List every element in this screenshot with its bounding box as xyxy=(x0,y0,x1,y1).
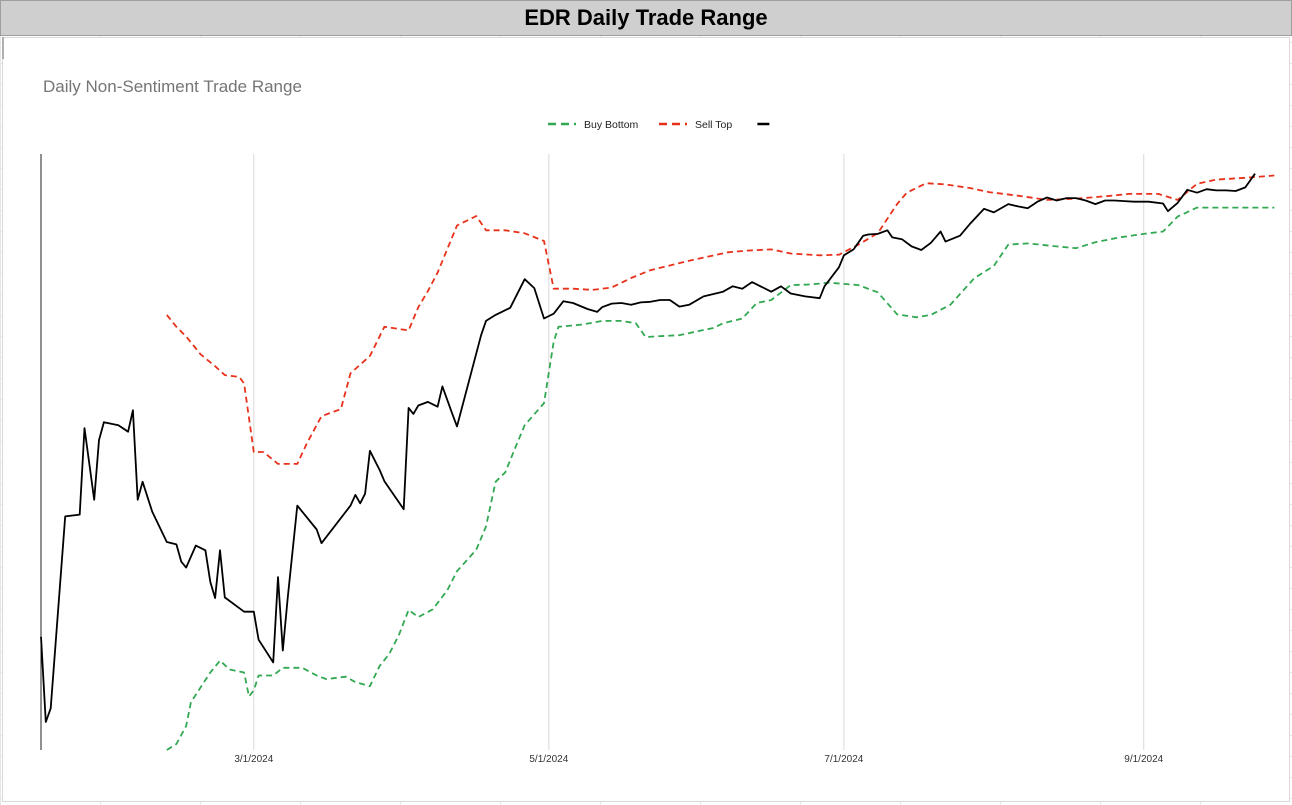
x-tick-label: 9/1/2024 xyxy=(1124,754,1163,765)
chart-title: Daily Non-Sentiment Trade Range xyxy=(43,77,302,96)
legend-label: Sell Top xyxy=(695,119,732,131)
x-axis-ticks: 3/1/2024 5/1/2024 7/1/2024 9/1/2024 xyxy=(234,754,1163,765)
series-group xyxy=(40,173,1275,751)
x-tick-label: 7/1/2024 xyxy=(824,754,863,765)
x-tick-label: 5/1/2024 xyxy=(529,754,568,765)
series-line-price[interactable] xyxy=(40,173,1256,723)
vertical-gridlines xyxy=(253,154,1145,750)
x-tick-label: 3/1/2024 xyxy=(234,754,273,765)
legend-label: Buy Bottom xyxy=(584,119,639,131)
line-chart: Daily Non-Sentiment Trade Range 3/1/2024… xyxy=(40,77,1275,765)
sheet-title: EDR Daily Trade Range xyxy=(524,5,768,30)
series-line-sell-top[interactable] xyxy=(166,174,1275,465)
sheet-title-bar: EDR Daily Trade Range xyxy=(0,0,1292,36)
cell-selection-handle[interactable] xyxy=(2,37,4,59)
chart-container[interactable]: Daily Non-Sentiment Trade Range 3/1/2024… xyxy=(2,37,1290,802)
series-line-buy-bottom[interactable] xyxy=(166,206,1275,751)
legend[interactable]: Buy Bottom Sell Top xyxy=(548,119,770,131)
